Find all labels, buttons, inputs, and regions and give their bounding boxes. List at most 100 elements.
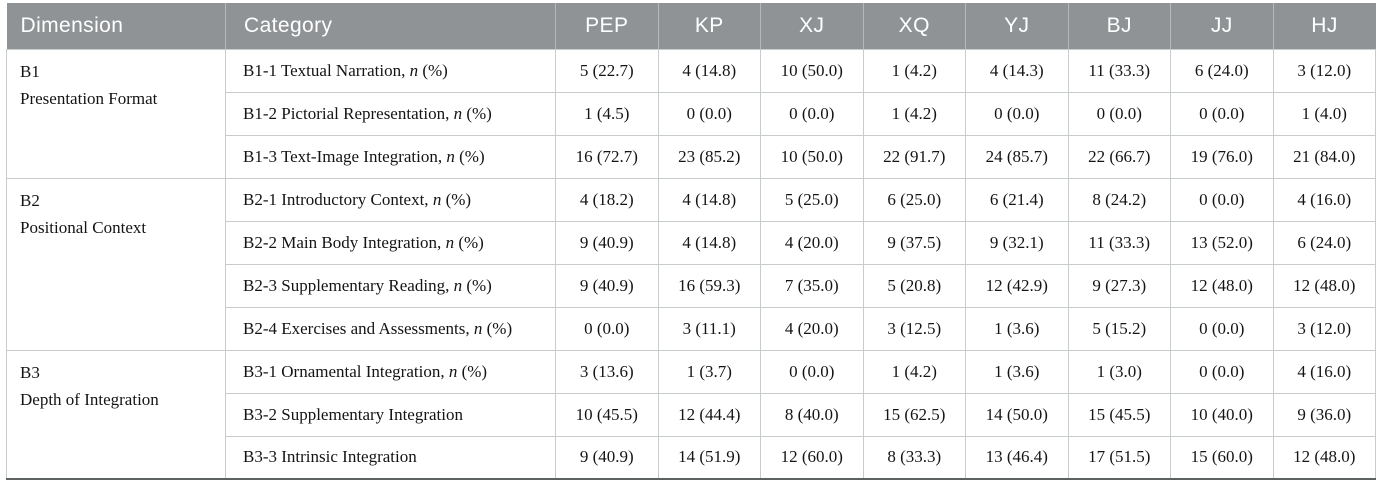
table-header: Dimension Category PEP KP XJ XQ YJ BJ JJ… xyxy=(6,3,1376,50)
value-cell: 16 (59.3) xyxy=(657,263,761,308)
value-cell: 24 (85.7) xyxy=(965,134,1069,179)
category-label: B2-2 Main Body Integration, xyxy=(243,232,446,252)
value-cell: 16 (72.7) xyxy=(555,134,659,179)
value-cell: 5 (20.8) xyxy=(862,263,966,308)
category-label: B2-4 Exercises and Assessments, xyxy=(243,318,474,338)
results-table-container: Dimension Category PEP KP XJ XQ YJ BJ JJ… xyxy=(6,3,1376,480)
value-cell: 0 (0.0) xyxy=(1170,306,1274,351)
value-cell: 0 (0.0) xyxy=(760,91,864,136)
category-pct-suffix: (%) xyxy=(462,275,492,295)
value-cell: 12 (48.0) xyxy=(1272,263,1376,308)
category-cell: B1-2 Pictorial Representation, n (%) xyxy=(225,91,556,136)
value-cell: 1 (4.0) xyxy=(1272,91,1376,136)
value-cell: 5 (15.2) xyxy=(1067,306,1171,351)
value-cell: 0 (0.0) xyxy=(1170,177,1274,222)
header-xq: XQ xyxy=(862,3,966,50)
category-n-symbol: n xyxy=(473,318,483,338)
value-cell: 0 (0.0) xyxy=(1170,349,1274,394)
value-cell: 9 (32.1) xyxy=(965,220,1069,265)
table-row: B1-2 Pictorial Representation, n (%) 1 (4… xyxy=(7,91,1376,136)
value-cell: 9 (40.9) xyxy=(555,263,659,308)
category-pct-suffix: (%) xyxy=(482,318,513,338)
value-cell: 4 (20.0) xyxy=(760,220,864,265)
value-cell: 12 (42.9) xyxy=(965,263,1069,308)
value-cell: 13 (46.4) xyxy=(965,435,1069,480)
value-cell: 1 (3.6) xyxy=(965,306,1069,351)
value-cell: 12 (60.0) xyxy=(760,435,864,480)
dimension-label: Depth of Integration xyxy=(20,389,159,409)
table-row: B3-3 Intrinsic Integration 9 (40.9) 14 (51… xyxy=(7,435,1376,480)
category-n-symbol: n xyxy=(445,232,455,252)
category-cell: B1-3 Text-Image Integration, n (%) xyxy=(225,134,556,179)
value-cell: 1 (3.0) xyxy=(1067,349,1171,394)
category-cell: B3-1 Ornamental Integration, n (%) xyxy=(225,349,556,394)
value-cell: 12 (48.0) xyxy=(1170,263,1274,308)
value-cell: 6 (24.0) xyxy=(1272,220,1376,265)
value-cell: 4 (14.8) xyxy=(657,220,761,265)
value-cell: 1 (4.2) xyxy=(862,91,966,136)
category-n-symbol: n xyxy=(448,361,458,381)
header-category: Category xyxy=(225,3,556,50)
category-pct-suffix: (%) xyxy=(454,146,485,166)
value-cell: 5 (25.0) xyxy=(760,177,864,222)
value-cell: 6 (25.0) xyxy=(862,177,966,222)
value-cell: 1 (4.2) xyxy=(862,349,966,394)
value-cell: 4 (16.0) xyxy=(1272,349,1376,394)
category-label: B2-3 Supplementary Reading, xyxy=(243,275,454,295)
category-cell: B3-2 Supplementary Integration xyxy=(225,392,556,437)
value-cell: 10 (40.0) xyxy=(1170,392,1274,437)
table-row: B1-3 Text-Image Integration, n (%) 16 (72… xyxy=(7,134,1376,179)
dimension-cell: B1 Presentation Format xyxy=(6,48,226,179)
header-kp: KP xyxy=(657,3,761,50)
value-cell: 14 (51.9) xyxy=(657,435,761,480)
value-cell: 9 (40.9) xyxy=(555,435,659,480)
value-cell: 9 (37.5) xyxy=(862,220,966,265)
value-cell: 19 (76.0) xyxy=(1170,134,1274,179)
category-cell: B2-4 Exercises and Assessments, n (%) xyxy=(225,306,556,351)
value-cell: 1 (4.2) xyxy=(862,48,966,93)
value-cell: 1 (3.6) xyxy=(965,349,1069,394)
value-cell: 6 (21.4) xyxy=(965,177,1069,222)
value-cell: 8 (24.2) xyxy=(1067,177,1171,222)
header-bj: BJ xyxy=(1067,3,1171,50)
value-cell: 8 (40.0) xyxy=(760,392,864,437)
table-row: B2 Positional Context B2-1 Introductory Co… xyxy=(6,177,1376,351)
value-cell: 1 (3.7) xyxy=(657,349,761,394)
value-cell: 15 (62.5) xyxy=(862,392,966,437)
category-cell: B2-1 Introductory Context, n (%) xyxy=(225,177,556,222)
table-body: B1 Presentation Format B1-1 Textual Narrat… xyxy=(6,48,1376,480)
value-cell: 22 (66.7) xyxy=(1067,134,1171,179)
value-cell: 4 (18.2) xyxy=(555,177,659,222)
dimension-code: B3 xyxy=(20,362,40,382)
table-row: B3-2 Supplementary Integration 10 (45.5) 1… xyxy=(7,392,1376,437)
value-cell: 6 (24.0) xyxy=(1170,48,1274,93)
header-jj: JJ xyxy=(1170,3,1273,50)
category-label: B3-1 Ornamental Integration, xyxy=(243,361,449,381)
category-pct-suffix: (%) xyxy=(418,60,448,80)
header-dimension: Dimension xyxy=(6,3,226,50)
value-cell: 10 (45.5) xyxy=(555,392,659,437)
value-cell: 7 (35.0) xyxy=(760,263,864,308)
value-cell: 10 (50.0) xyxy=(760,134,864,179)
value-cell: 22 (91.7) xyxy=(862,134,966,179)
header-yj: YJ xyxy=(965,3,1068,50)
category-cell: B2-3 Supplementary Reading, n (%) xyxy=(225,263,556,308)
category-label: B2-1 Introductory Context, xyxy=(243,189,433,209)
value-cell: 0 (0.0) xyxy=(760,349,864,394)
value-cell: 17 (51.5) xyxy=(1067,435,1171,480)
value-cell: 10 (50.0) xyxy=(760,48,864,93)
value-cell: 21 (84.0) xyxy=(1272,134,1376,179)
dimension-code: B2 xyxy=(20,190,40,210)
category-pct-suffix: (%) xyxy=(462,103,492,123)
dimension-cell: B3 Depth of Integration xyxy=(6,349,226,480)
dimension-code: B1 xyxy=(20,61,40,81)
header-pep: PEP xyxy=(555,3,658,50)
category-pct-suffix: (%) xyxy=(454,232,484,252)
category-label: B3-2 Supplementary Integration xyxy=(243,404,464,424)
category-cell: B1-1 Textual Narration, n (%) xyxy=(225,48,556,93)
value-cell: 5 (22.7) xyxy=(555,48,659,93)
value-cell: 12 (48.0) xyxy=(1272,435,1376,480)
value-cell: 3 (12.0) xyxy=(1272,48,1376,93)
category-label: B1-3 Text-Image Integration, xyxy=(243,146,447,166)
